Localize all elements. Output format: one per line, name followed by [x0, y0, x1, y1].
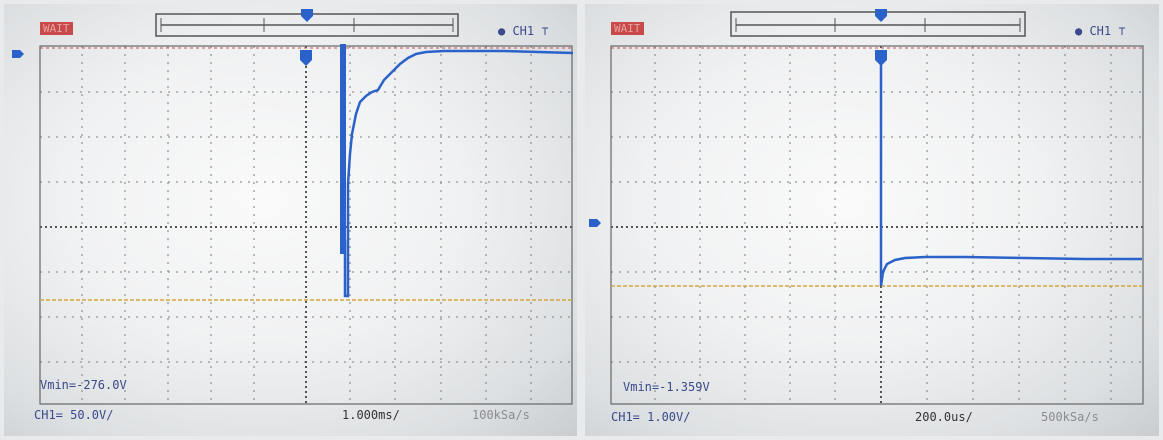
graticule-axes — [611, 46, 1143, 404]
acquisition-status: WAIT — [611, 22, 644, 35]
graticule-border — [610, 45, 1144, 405]
oscilloscope-photo-left: WAIT ● CH1 ⊤ Vmin=-276.0V CH1= 50.0V/ 1.… — [4, 4, 577, 436]
waveform-trace — [340, 44, 574, 298]
channel-scale: CH1= 1.00V/ — [611, 410, 691, 424]
channel-indicator: ● CH1 ⊤ — [1075, 24, 1126, 38]
oscilloscope-photo-right: WAIT ● CH1 ⊤ Vmin=-1.359V CH1= 1.00V/ 20… — [585, 4, 1159, 436]
waveform-trace — [879, 50, 1142, 287]
timebase: 1.000ms/ — [342, 408, 400, 422]
channel-level-marker — [12, 50, 24, 58]
graticule-border — [39, 45, 573, 405]
timebase-position-bar — [730, 9, 1026, 37]
channel-indicator: ● CH1 ⊤ — [498, 24, 549, 38]
channel-scale: CH1= 50.0V/ — [34, 408, 114, 422]
vmin-measurement: Vmin=-276.0V — [40, 378, 127, 392]
channel-label: CH1 — [512, 24, 535, 38]
trigger-position-marker — [300, 50, 312, 66]
waveform-spike — [340, 44, 346, 254]
vmin-measurement: Vmin=-1.359V — [623, 380, 710, 394]
graticule-grid — [611, 46, 1143, 404]
graticule-axes — [40, 46, 572, 404]
timebase-position-bar — [155, 9, 459, 37]
scope-screen — [4, 4, 577, 436]
graticule-grid — [40, 46, 572, 404]
sample-rate: 100kSa/s — [472, 408, 530, 422]
scope-display-left — [12, 9, 574, 405]
acquisition-status: WAIT — [40, 22, 73, 35]
channel-level-marker — [589, 219, 601, 227]
scope-screen — [585, 4, 1159, 436]
channel-label: CH1 — [1089, 24, 1112, 38]
scope-display-right — [589, 9, 1144, 405]
sample-rate: 500kSa/s — [1041, 410, 1099, 424]
timebase: 200.0us/ — [915, 410, 973, 424]
